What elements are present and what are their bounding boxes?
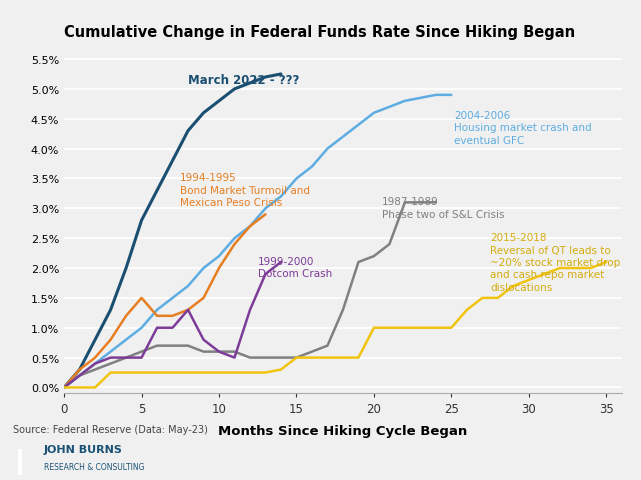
- Text: Source: Federal Reserve (Data: May-23): Source: Federal Reserve (Data: May-23): [13, 424, 208, 434]
- Text: Cumulative Change in Federal Funds Rate Since Hiking Began: Cumulative Change in Federal Funds Rate …: [64, 25, 575, 40]
- Text: RESEARCH & CONSULTING: RESEARCH & CONSULTING: [44, 462, 144, 471]
- Text: 2004-2006
Housing market crash and
eventual GFC: 2004-2006 Housing market crash and event…: [454, 110, 592, 145]
- X-axis label: Months Since Hiking Cycle Began: Months Since Hiking Cycle Began: [219, 424, 467, 437]
- Polygon shape: [18, 449, 21, 475]
- Text: 2015-2018
Reversal of QT leads to
~20% stock market drop
and cash repo market
di: 2015-2018 Reversal of QT leads to ~20% s…: [490, 233, 620, 292]
- Text: JOHN BURNS: JOHN BURNS: [44, 444, 122, 454]
- Text: 1994-1995
Bond Market Turmoil and
Mexican Peso Crisis: 1994-1995 Bond Market Turmoil and Mexica…: [180, 173, 310, 208]
- Text: 1999-2000
Dotcom Crash: 1999-2000 Dotcom Crash: [258, 256, 332, 279]
- Text: March 2022 - ???: March 2022 - ???: [188, 74, 299, 87]
- Text: 1987-1989
Phase two of S&L Crisis: 1987-1989 Phase two of S&L Crisis: [381, 197, 504, 219]
